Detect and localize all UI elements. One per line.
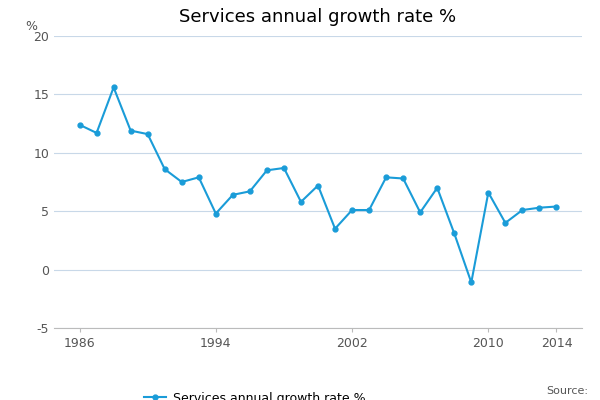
Services annual growth rate % [195,175,202,180]
Services annual growth rate % [416,210,424,215]
Services annual growth rate % [519,208,526,212]
Services annual growth rate % [178,180,185,184]
Services annual growth rate % [553,204,560,209]
Services annual growth rate % [434,186,441,190]
Services annual growth rate % [467,280,475,285]
Services annual growth rate % [93,130,100,135]
Text: %: % [25,20,37,33]
Services annual growth rate % [76,122,83,127]
Services annual growth rate % [161,167,169,172]
Services annual growth rate % [212,211,220,216]
Services annual growth rate % [246,189,253,194]
Services annual growth rate % [144,132,151,136]
Services annual growth rate % [331,226,338,231]
Services annual growth rate % [229,192,236,197]
Services annual growth rate % [451,231,458,236]
Services annual growth rate % [314,183,322,188]
Services annual growth rate % [263,168,271,173]
Services annual growth rate % [349,208,356,212]
Legend: Services annual growth rate %: Services annual growth rate % [139,387,370,400]
Services annual growth rate % [400,176,407,181]
Services annual growth rate % [485,190,492,195]
Services annual growth rate % [127,128,134,133]
Services annual growth rate % [365,208,373,212]
Services annual growth rate % [280,166,287,170]
Line: Services annual growth rate %: Services annual growth rate % [77,85,559,285]
Services annual growth rate % [536,205,543,210]
Text: Source:: Source: [546,386,588,396]
Services annual growth rate % [110,85,117,90]
Title: Services annual growth rate %: Services annual growth rate % [179,8,457,26]
Services annual growth rate % [298,200,305,204]
Services annual growth rate % [502,220,509,225]
Services annual growth rate % [383,175,390,180]
